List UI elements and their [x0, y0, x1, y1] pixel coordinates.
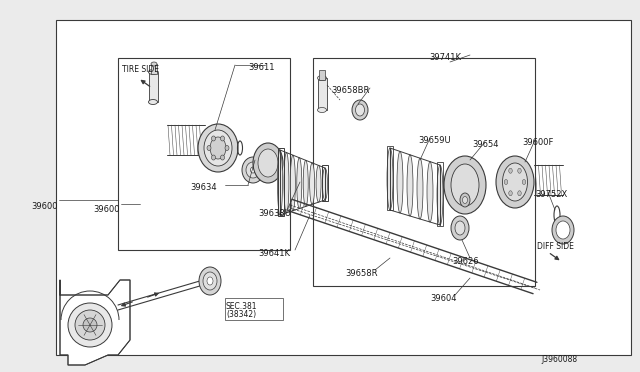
Text: 39600: 39600: [31, 202, 58, 211]
Ellipse shape: [242, 157, 264, 183]
Ellipse shape: [246, 162, 260, 178]
Ellipse shape: [451, 216, 469, 240]
Ellipse shape: [522, 180, 525, 185]
Ellipse shape: [444, 156, 486, 214]
Text: 39641K: 39641K: [258, 249, 290, 258]
Text: 39659U: 39659U: [418, 136, 451, 145]
Polygon shape: [60, 280, 130, 365]
Ellipse shape: [83, 318, 97, 332]
Ellipse shape: [211, 136, 216, 141]
Text: 39626: 39626: [452, 257, 479, 266]
Bar: [56, 20, 631, 355]
Ellipse shape: [387, 148, 393, 210]
Text: DIFF SIDE: DIFF SIDE: [536, 242, 573, 251]
Text: J3960088: J3960088: [542, 355, 578, 364]
Ellipse shape: [198, 124, 238, 172]
Ellipse shape: [250, 167, 255, 173]
Ellipse shape: [207, 145, 211, 151]
Ellipse shape: [496, 156, 534, 208]
Ellipse shape: [504, 180, 508, 185]
Text: 39600: 39600: [93, 205, 120, 214]
Bar: [151, 64, 157, 74]
Bar: [313, 58, 535, 286]
Ellipse shape: [427, 161, 433, 222]
Ellipse shape: [556, 221, 570, 239]
Ellipse shape: [552, 216, 574, 244]
Text: 39634: 39634: [190, 183, 216, 192]
Ellipse shape: [317, 76, 326, 80]
Ellipse shape: [310, 163, 315, 204]
Ellipse shape: [278, 150, 282, 215]
Ellipse shape: [316, 166, 321, 202]
Ellipse shape: [148, 70, 157, 74]
Ellipse shape: [451, 164, 479, 206]
Ellipse shape: [253, 143, 283, 183]
Bar: [225, 298, 283, 320]
Ellipse shape: [509, 168, 512, 173]
Ellipse shape: [303, 160, 308, 206]
Text: (38342): (38342): [226, 310, 256, 319]
Text: SEC.381: SEC.381: [226, 302, 257, 311]
Ellipse shape: [323, 168, 328, 200]
Ellipse shape: [437, 165, 443, 225]
Ellipse shape: [317, 108, 326, 112]
Bar: [319, 70, 325, 80]
Ellipse shape: [355, 104, 365, 116]
Ellipse shape: [455, 221, 465, 235]
Bar: [322, 165, 328, 201]
Text: 39752X: 39752X: [535, 190, 567, 199]
Ellipse shape: [518, 168, 521, 173]
Text: 39741K: 39741K: [429, 53, 461, 62]
Ellipse shape: [407, 155, 413, 216]
Text: 39658R: 39658R: [345, 269, 378, 278]
Ellipse shape: [397, 151, 403, 213]
Ellipse shape: [509, 191, 512, 196]
Ellipse shape: [284, 153, 289, 213]
Ellipse shape: [207, 277, 213, 285]
Ellipse shape: [463, 196, 467, 203]
Bar: [278, 148, 284, 216]
Ellipse shape: [211, 155, 216, 160]
Text: 39658BR: 39658BR: [331, 86, 369, 95]
Ellipse shape: [68, 303, 112, 347]
Text: TIRE SIDE: TIRE SIDE: [122, 65, 159, 74]
Text: 39600F: 39600F: [522, 138, 554, 147]
Ellipse shape: [210, 137, 226, 159]
Ellipse shape: [258, 149, 278, 177]
Text: 39611: 39611: [248, 63, 275, 72]
Ellipse shape: [225, 145, 229, 151]
Ellipse shape: [221, 136, 225, 141]
Ellipse shape: [203, 272, 217, 290]
Ellipse shape: [221, 155, 225, 160]
Bar: [318, 78, 327, 110]
Bar: [437, 162, 443, 226]
Text: 39638U: 39638U: [258, 209, 291, 218]
Text: 39604: 39604: [430, 294, 456, 303]
Bar: [118, 58, 290, 250]
Ellipse shape: [199, 267, 221, 295]
Bar: [149, 72, 158, 102]
Ellipse shape: [151, 62, 157, 66]
Ellipse shape: [75, 310, 105, 340]
Ellipse shape: [204, 130, 232, 166]
Ellipse shape: [460, 193, 470, 207]
Ellipse shape: [502, 163, 527, 201]
Ellipse shape: [417, 158, 423, 219]
Ellipse shape: [297, 158, 302, 209]
Ellipse shape: [291, 155, 295, 211]
Ellipse shape: [518, 191, 521, 196]
Text: 39654: 39654: [472, 140, 499, 149]
Ellipse shape: [148, 99, 157, 105]
Ellipse shape: [352, 100, 368, 120]
Bar: [387, 146, 393, 210]
